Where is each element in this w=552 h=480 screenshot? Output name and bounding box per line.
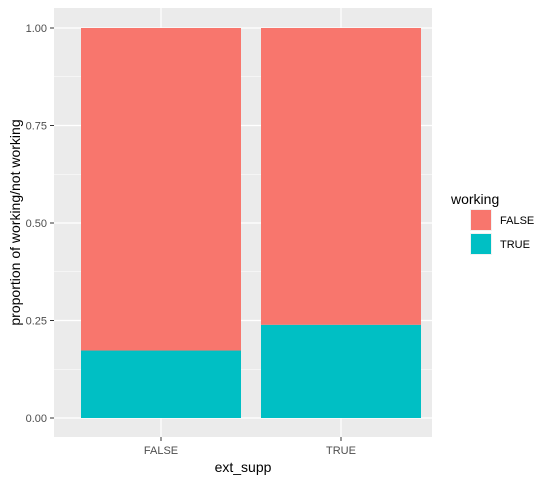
bars	[81, 28, 421, 418]
legend-swatch-true	[471, 234, 491, 254]
x-axis-title: ext_supp	[215, 459, 272, 475]
x-tick-label: FALSE	[144, 445, 178, 457]
bar-segment-true-false	[261, 28, 421, 325]
legend-swatch-false	[471, 210, 491, 230]
x-axis-ticks: FALSE TRUE	[144, 437, 356, 457]
y-axis-title: proportion of working/not working	[7, 119, 23, 325]
legend-items: FALSE TRUE	[470, 209, 534, 255]
y-tick-label: 1.00	[26, 23, 47, 35]
y-tick-label: 0.25	[26, 316, 47, 328]
legend: working FALSE TRUE	[450, 191, 534, 255]
y-tick-label: 0.50	[26, 218, 47, 230]
bar-segment-false-true	[81, 350, 241, 418]
legend-label-false: FALSE	[500, 215, 534, 227]
legend-label-true: TRUE	[500, 239, 530, 251]
bar-segment-false-false	[81, 28, 241, 351]
y-tick-label: 0.00	[26, 413, 47, 425]
legend-title: working	[450, 191, 499, 207]
y-tick-label: 0.75	[26, 121, 47, 133]
y-axis-ticks: 0.00 0.25 0.50 0.75 1.00	[26, 23, 54, 425]
x-tick-label: TRUE	[326, 445, 356, 457]
bar-segment-true-true	[261, 324, 421, 418]
